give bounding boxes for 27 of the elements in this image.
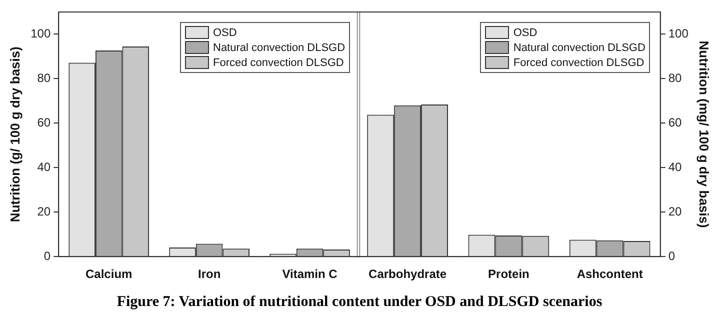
y2-axis-title: Nutrition (mg/ 100 g dry basis) [696, 40, 712, 228]
y-tick-label: 0 [44, 248, 51, 263]
y2-tick-label: 20 [668, 204, 682, 218]
x-tick-label: Iron [198, 267, 221, 282]
x-tick-label: Protein [488, 267, 530, 282]
y-tick-label: 80 [37, 71, 51, 86]
legend-label: Natural convection DLSGD [513, 42, 646, 54]
x-tick-label: Ashcontent [576, 267, 643, 282]
y2-tick-label: 60 [668, 115, 682, 130]
x-tick-label: Calcium [86, 267, 132, 282]
y2-tick-label: 0 [668, 248, 676, 263]
legend-label: OSD [213, 26, 237, 38]
y-axis-title: Nutrition (g/ 100 g dry basis) [7, 46, 22, 222]
y2-tick-label: 80 [668, 71, 682, 86]
caption: Figure 7: Variation of nutritional content under OSD and DLSGD scenarios [116, 294, 604, 311]
legend-label: Natural convection DLSGD [213, 42, 346, 54]
x-tick-label: Vitamin C [282, 267, 338, 282]
legend-label: Forced convection DLSGD [513, 56, 644, 68]
y2-tick-label: 40 [668, 160, 682, 174]
y-tick-label: 60 [37, 115, 51, 130]
legend-label: Forced convection DLSGD [213, 56, 344, 68]
x-tick-label: Carbohydrate [368, 267, 447, 282]
y-tick-label: 20 [37, 204, 51, 218]
legend-label: OSD [513, 26, 538, 38]
y2-tick-label: 100 [668, 26, 689, 41]
y-tick-label: 40 [37, 160, 51, 174]
y-tick-label: 100 [30, 26, 51, 41]
